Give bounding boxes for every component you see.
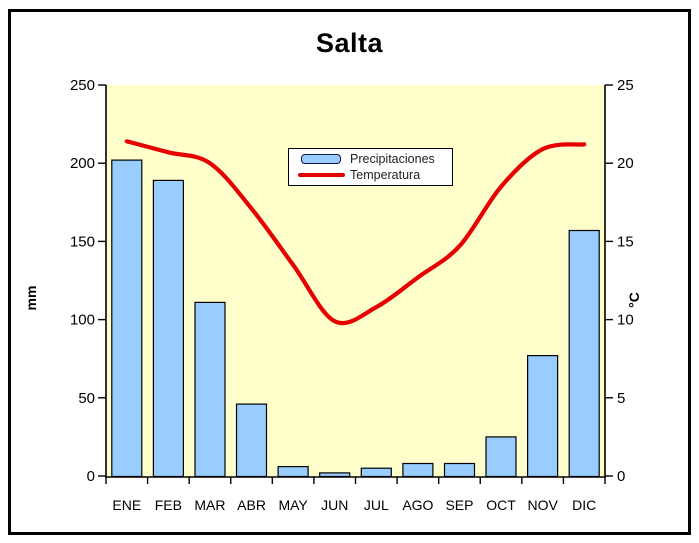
left-tick-label-100: 100 bbox=[70, 312, 95, 329]
right-tick-label-10: 10 bbox=[617, 312, 634, 329]
month-label-NOV: NOV bbox=[527, 497, 558, 513]
bar-OCT bbox=[485, 436, 517, 478]
bar-AGO bbox=[402, 462, 434, 478]
month-label-FEB: FEB bbox=[155, 497, 182, 513]
left-tick-label-200: 200 bbox=[70, 155, 95, 172]
left-axis-title: mm bbox=[23, 285, 39, 311]
month-label-MAR: MAR bbox=[194, 497, 225, 513]
bar-ABR bbox=[235, 403, 268, 478]
legend-precipitation-label: Precipitaciones bbox=[350, 152, 435, 166]
right-tick-label-20: 20 bbox=[617, 155, 634, 172]
bar-MAY bbox=[277, 466, 309, 478]
bar-JUN bbox=[319, 472, 351, 478]
month-label-JUL: JUL bbox=[364, 497, 389, 513]
month-label-SEP: SEP bbox=[445, 497, 473, 513]
left-tick-label-250: 250 bbox=[70, 77, 95, 94]
right-tick-label-25: 25 bbox=[617, 77, 634, 94]
right-tick-label-5: 5 bbox=[617, 390, 625, 407]
legend-row-precipitation: Precipitaciones bbox=[295, 152, 446, 166]
month-label-ENE: ENE bbox=[112, 497, 141, 513]
bar-FEB bbox=[152, 179, 184, 478]
right-tick-label-0: 0 bbox=[617, 468, 625, 485]
legend-swatch-box bbox=[295, 172, 347, 178]
bar-SEP bbox=[443, 462, 476, 478]
bar-DIC bbox=[568, 229, 600, 478]
left-tick-label-50: 50 bbox=[78, 390, 95, 407]
temperature-line bbox=[124, 139, 587, 326]
legend: Precipitaciones Temperatura bbox=[288, 148, 453, 186]
bar-NOV bbox=[526, 355, 559, 478]
month-label-DIC: DIC bbox=[572, 497, 596, 513]
month-label-AGO: AGO bbox=[402, 497, 433, 513]
right-axis-title: °C bbox=[626, 292, 642, 308]
bar-JUL bbox=[360, 467, 392, 478]
chart-title: Salta bbox=[315, 28, 384, 58]
temperature-line-swatch-icon bbox=[297, 172, 345, 178]
legend-swatch-box bbox=[295, 154, 347, 164]
legend-temperature-label: Temperatura bbox=[350, 168, 421, 182]
month-label-MAY: MAY bbox=[278, 497, 308, 513]
bar-ENE bbox=[111, 159, 143, 478]
month-label-ABR: ABR bbox=[237, 497, 266, 513]
left-tick-label-150: 150 bbox=[70, 233, 95, 250]
legend-row-temperature: Temperatura bbox=[295, 168, 446, 182]
month-label-JUN: JUN bbox=[321, 497, 348, 513]
bar-MAR bbox=[194, 301, 226, 478]
left-tick-label-0: 0 bbox=[87, 468, 95, 485]
precipitation-bar-swatch-icon bbox=[301, 154, 341, 164]
right-tick-label-15: 15 bbox=[617, 233, 634, 250]
month-label-OCT: OCT bbox=[486, 497, 516, 513]
